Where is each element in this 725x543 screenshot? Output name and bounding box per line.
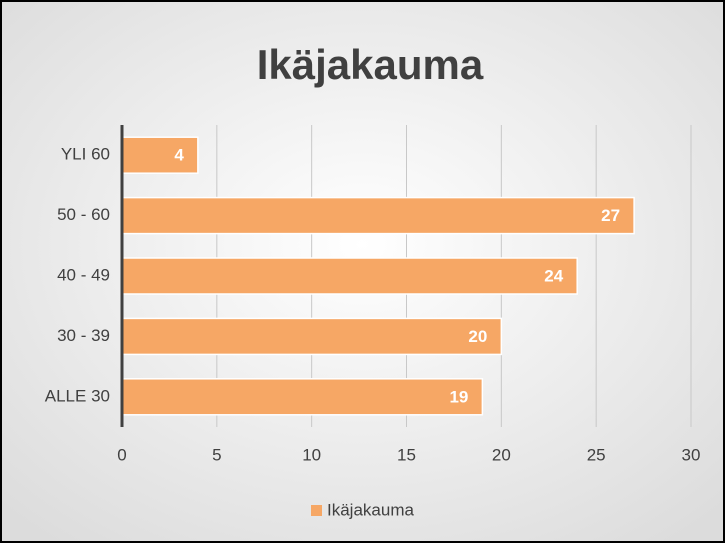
x-tick-label: 5 (212, 445, 221, 464)
chart-title: Ikäjakauma (257, 41, 484, 88)
x-tick-label: 15 (397, 445, 416, 464)
bar (121, 257, 578, 295)
y-tick-label: 50 - 60 (57, 205, 110, 224)
bar (121, 317, 503, 356)
x-tick-label: 30 (682, 445, 701, 464)
y-tick-label: 30 - 39 (57, 326, 110, 345)
x-tick-label: 10 (302, 445, 321, 464)
legend-label: Ikäjakauma (327, 500, 414, 519)
bar (121, 196, 635, 235)
x-tick-label: 20 (492, 445, 511, 464)
legend-swatch (311, 505, 322, 516)
data-label: 4 (174, 146, 184, 165)
data-label: 20 (468, 327, 487, 346)
x-tick-label: 0 (117, 445, 126, 464)
y-tick-label: 40 - 49 (57, 265, 110, 284)
data-label: 19 (449, 387, 468, 406)
data-label: 24 (544, 266, 563, 285)
y-tick-label: YLI 60 (61, 145, 110, 164)
data-label: 27 (601, 206, 620, 225)
bar (121, 378, 484, 416)
y-tick-label: ALLE 30 (45, 386, 110, 405)
x-tick-label: 25 (587, 445, 606, 464)
bar (121, 136, 199, 174)
